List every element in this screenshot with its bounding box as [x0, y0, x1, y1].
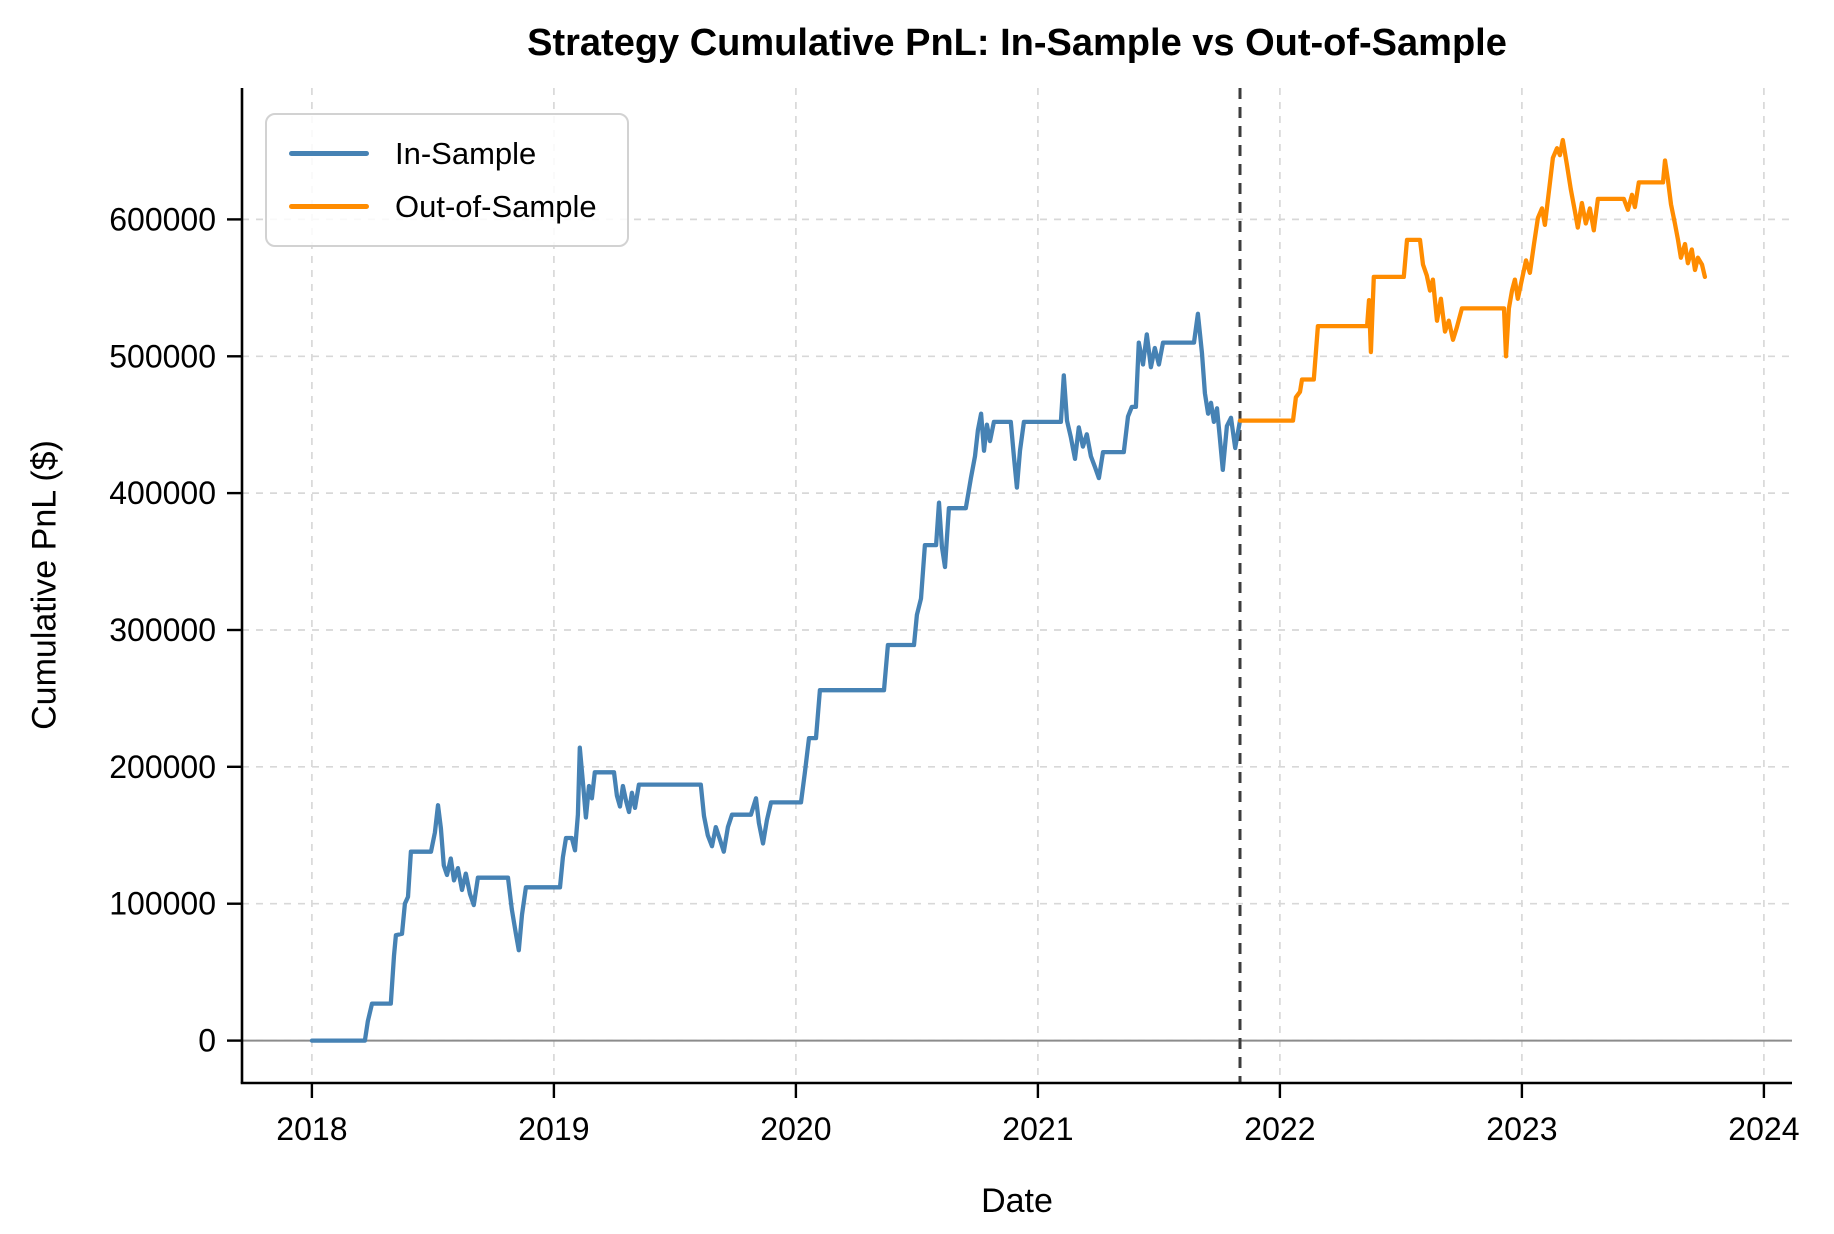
- x-tick-label: 2020: [760, 1111, 831, 1147]
- legend-label-in-sample: In-Sample: [395, 135, 537, 171]
- in-sample-line-swatch: [289, 150, 369, 157]
- y-tick-label: 0: [198, 1023, 216, 1059]
- y-axis-title: Cumulative PnL ($): [25, 440, 64, 730]
- y-tick-label: 500000: [109, 338, 216, 374]
- x-tick-label: 2023: [1486, 1111, 1557, 1147]
- y-tick-label: 200000: [109, 749, 216, 785]
- x-tick-label: 2021: [1002, 1111, 1073, 1147]
- x-tick-label: 2024: [1728, 1111, 1799, 1147]
- legend-label-out-of-sample: Out-of-Sample: [395, 188, 597, 224]
- x-tick-label: 2022: [1244, 1111, 1315, 1147]
- y-tick-label: 300000: [109, 612, 216, 648]
- x-axis-title: Date: [981, 1182, 1053, 1220]
- chart-title: Strategy Cumulative PnL: In-Sample vs Ou…: [527, 22, 1507, 64]
- x-tick-label: 2018: [276, 1111, 347, 1147]
- legend-item-out-of-sample: Out-of-Sample: [289, 180, 597, 233]
- y-tick-label: 600000: [109, 201, 216, 237]
- legend: In-Sample Out-of-Sample: [265, 113, 629, 247]
- in-sample-line: [309, 311, 1243, 1043]
- out-of-sample-line-swatch: [289, 203, 369, 210]
- y-tick-label: 100000: [109, 886, 216, 922]
- y-tick-label: 400000: [109, 475, 216, 511]
- legend-item-in-sample: In-Sample: [289, 127, 597, 180]
- out-of-sample-line: [1237, 137, 1708, 423]
- x-tick-label: 2019: [518, 1111, 589, 1147]
